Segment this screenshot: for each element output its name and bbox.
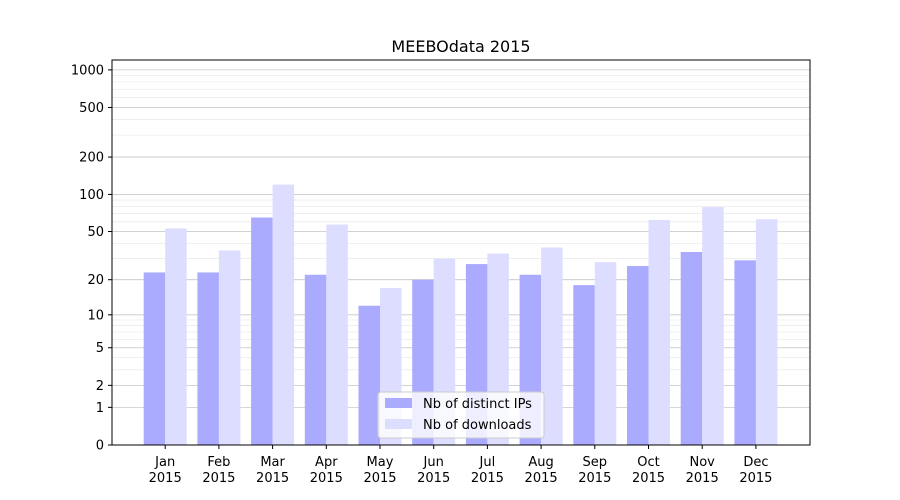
y-tick-label: 100 xyxy=(79,188,104,203)
y-tick-label: 1 xyxy=(96,401,104,416)
bar-distinct-ips-9 xyxy=(573,285,595,445)
x-tick-label-year: 2015 xyxy=(686,471,719,486)
x-tick-label-year: 2015 xyxy=(256,471,289,486)
x-tick-label-month: Mar xyxy=(260,455,285,470)
x-tick-label-month: Jan xyxy=(154,455,175,470)
x-tick-label-year: 2015 xyxy=(149,471,182,486)
bar-downloads-3 xyxy=(272,184,295,445)
x-tick-label-year: 2015 xyxy=(310,471,343,486)
x-tick-label-year: 2015 xyxy=(525,471,558,486)
legend-label: Nb of distinct IPs xyxy=(423,397,532,412)
x-tick-label-month: Oct xyxy=(637,455,659,470)
x-tick-label-month: Jun xyxy=(423,455,444,470)
bar-distinct-ips-4 xyxy=(304,274,327,445)
y-axis-ticks: 0 1 2 5 10 20 50 100 200 500 1000 xyxy=(71,63,112,454)
bar-downloads-12 xyxy=(755,219,778,445)
bar-distinct-ips-1 xyxy=(143,272,166,445)
x-tick-label-year: 2015 xyxy=(471,471,504,486)
x-tick-label-year: 2015 xyxy=(363,471,396,486)
x-tick-label-month: May xyxy=(367,455,394,470)
legend-swatch xyxy=(385,419,412,429)
bar-downloads-8 xyxy=(541,247,563,445)
x-tick-label-month: Dec xyxy=(743,455,768,470)
y-tick-label: 50 xyxy=(87,225,104,240)
x-tick-label-month: Nov xyxy=(690,455,716,470)
y-tick-label: 20 xyxy=(87,273,104,288)
x-tick-label-month: Jul xyxy=(479,455,496,470)
x-tick-label-month: Sep xyxy=(583,455,608,470)
x-tick-label-year: 2015 xyxy=(578,471,611,486)
bar-distinct-ips-10 xyxy=(627,266,649,445)
bar-distinct-ips-3 xyxy=(251,217,273,445)
y-tick-label: 2 xyxy=(96,379,104,394)
bar-downloads-2 xyxy=(218,250,241,445)
bars xyxy=(143,184,778,445)
x-tick-label-year: 2015 xyxy=(417,471,450,486)
x-tick-label-month: Feb xyxy=(207,455,230,470)
bar-downloads-9 xyxy=(594,262,617,445)
x-tick-label-year: 2015 xyxy=(202,471,235,486)
y-tick-label: 10 xyxy=(87,308,104,323)
bar-distinct-ips-11 xyxy=(680,251,703,445)
x-axis-ticks: Jan2015Feb2015Mar2015Apr2015May2015Jun20… xyxy=(149,445,772,486)
bar-downloads-1 xyxy=(165,228,187,445)
y-tick-label: 1000 xyxy=(71,63,104,78)
legend-box xyxy=(377,391,545,439)
chart-title: MEEBOdata 2015 xyxy=(391,37,530,56)
bar-downloads-11 xyxy=(702,207,724,445)
bar-distinct-ips-2 xyxy=(197,272,219,445)
y-tick-label: 0 xyxy=(96,439,104,454)
y-tick-label: 500 xyxy=(79,101,104,116)
x-tick-label-month: Aug xyxy=(528,455,553,470)
legend-swatch xyxy=(385,398,412,408)
legend-label: Nb of downloads xyxy=(423,418,532,433)
legend: Nb of distinct IPs Nb of downloads xyxy=(377,391,545,439)
x-tick-label-year: 2015 xyxy=(739,471,772,486)
bar-distinct-ips-12 xyxy=(734,260,756,445)
plot-frame xyxy=(111,59,811,446)
bar-downloads-10 xyxy=(648,220,670,445)
y-tick-label: 5 xyxy=(96,341,104,356)
bar-distinct-ips-5 xyxy=(358,305,380,445)
bar-downloads-4 xyxy=(326,224,348,445)
x-tick-label-year: 2015 xyxy=(632,471,665,486)
x-tick-label-month: Apr xyxy=(315,455,338,470)
y-tick-label: 200 xyxy=(79,151,104,166)
